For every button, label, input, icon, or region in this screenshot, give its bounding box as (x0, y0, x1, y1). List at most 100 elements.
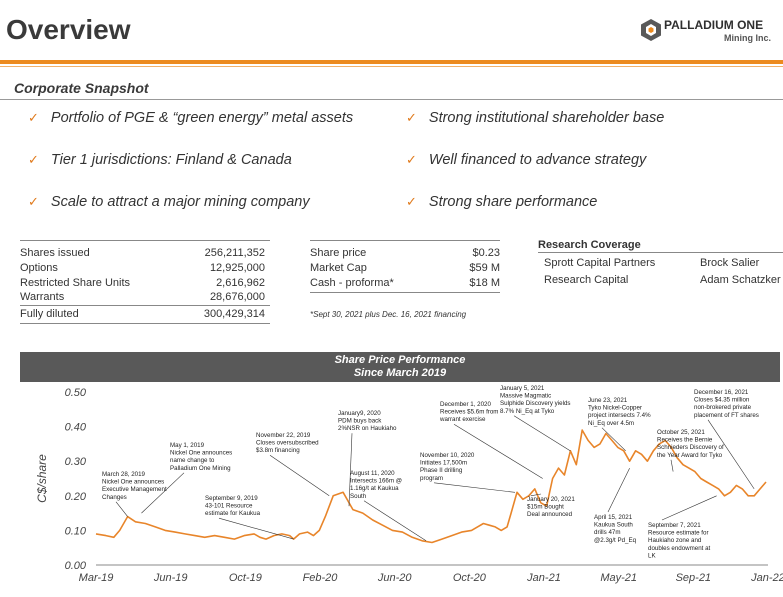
annotation-arrow (433, 482, 516, 493)
chart-annotation: October 25, 2021 Receives the Bernie Schni… (657, 429, 724, 459)
share-label: Shares issued (20, 247, 90, 259)
y-tick-label: 0.10 (65, 525, 87, 537)
annotation-arrow (530, 493, 542, 497)
section-divider (0, 99, 783, 100)
share-price-line (95, 429, 767, 544)
research-analyst: Adam Schatzker (700, 274, 781, 286)
y-tick-label: 0.50 (65, 387, 87, 399)
hexagon-logo-icon (641, 19, 661, 41)
annotation-arrow (269, 454, 330, 497)
check-icon: ✓ (406, 152, 417, 167)
bullet-left-3: ✓ Scale to attract a major mining company (28, 194, 310, 210)
check-icon: ✓ (406, 194, 417, 209)
share-value: 2,616,962 (216, 277, 265, 289)
annotation-arrow (141, 472, 185, 514)
x-tick-label: Oct-20 (453, 572, 487, 584)
y-tick-label: 0.20 (65, 491, 87, 503)
chart-annotation: May 1, 2019 Nickel One announces name chan… (170, 442, 232, 472)
x-tick-label: Jun-20 (377, 572, 413, 584)
share-label: Warrants (20, 291, 65, 303)
chart-title-main: Share Price Performance (334, 354, 466, 366)
table-rule (20, 240, 270, 241)
chart-annotation: August 11, 2020 Intersects 166m @1.16g/t … (350, 470, 402, 500)
x-tick-label: Sep-21 (676, 572, 711, 584)
market-label: Share price (310, 247, 367, 259)
annotation-arrow (513, 415, 571, 452)
fully-diluted-value: 300,429,314 (203, 308, 265, 320)
research-firm: Sprott Capital Partners (544, 257, 656, 269)
research-firm: Research Capital (544, 274, 629, 286)
chart-annotation: November 10, 2020 Initiates 17,500m Phase … (420, 452, 475, 482)
bullet-left-1: ✓ Portfolio of PGE & “green energy” metal… (28, 110, 354, 126)
chart-annotation: December 1, 2020 Receives $5.6m from warra… (439, 401, 498, 423)
research-analyst: Brock Salier (700, 257, 760, 269)
check-icon: ✓ (28, 194, 39, 209)
x-tick-label: Oct-19 (229, 572, 262, 584)
y-tick-label: 0.00 (65, 560, 87, 572)
chart-title-band (20, 352, 780, 382)
y-tick-label: 0.40 (65, 422, 87, 434)
annotation-arrow (453, 423, 543, 479)
share-price-chart: 0.00 0.10 0.20 0.30 0.40 0.50 Mar-19 Jun-19 Oct-… (35, 385, 783, 584)
chart-annotation: March 28, 2019 Nickel One announces Execut… (102, 471, 167, 501)
share-label: Restricted Share Units (20, 277, 131, 289)
market-value: $59 M (469, 262, 500, 274)
header-rule-thin (0, 66, 783, 67)
bullet-right-3: ✓ Strong share performance (406, 194, 598, 210)
annotation-arrow (348, 433, 353, 507)
market-value: $18 M (469, 277, 500, 289)
annotation-arrow (115, 501, 128, 517)
table-rule (20, 305, 270, 306)
chart-annotation: January9, 2020 PDM buys back 2%NSR on Hauk… (338, 410, 397, 432)
header-rule (0, 60, 783, 64)
chart-annotation: April 15, 2021 Kaukua South drills 47m @2.3… (594, 514, 637, 544)
chart-annotation: December 16, 2021 Closes $4.35 million non… (694, 389, 759, 419)
table-rule (310, 240, 500, 241)
y-tick-label: 0.30 (65, 456, 87, 468)
bullet-right-1: ✓ Strong institutional shareholder base (406, 110, 665, 126)
chart-annotation: September 7, 2021 Resource estimate for Ha… (648, 522, 711, 559)
annotation-arrow (363, 500, 427, 542)
logo-name: PALLADIUM ONE (664, 18, 764, 32)
check-icon: ✓ (406, 110, 417, 125)
table-rule (310, 292, 500, 293)
y-axis-label: C$/share (35, 454, 49, 503)
section-title: Corporate Snapshot (14, 80, 149, 96)
market-label: Market Cap (310, 262, 367, 274)
annotation-arrow (607, 467, 630, 513)
chart-annotation: January 20, 2021 $15m Bought Deal announce… (527, 496, 575, 518)
annotation-arrow (670, 459, 674, 472)
chart-annotation: November 22, 2019 Closes oversubscribed $3… (256, 432, 319, 454)
share-value: 12,925,000 (209, 262, 265, 274)
chart-title: Share Price Performance Since March 2019 (20, 354, 780, 380)
page-title: Overview (6, 14, 131, 45)
market-value: $0.23 (472, 247, 500, 259)
share-value: 28,676,000 (209, 291, 265, 303)
company-logo: PALLADIUM ONE Mining Inc. (640, 14, 775, 48)
chart-annotation: January 5, 2021 Massive Magmatic Sulphide … (500, 385, 571, 415)
research-coverage-title: Research Coverage (538, 239, 641, 251)
annotation-arrow (661, 495, 717, 521)
x-tick-label: Jan-22 (750, 572, 783, 584)
bullet-right-2: ✓ Well financed to advance strategy (406, 152, 647, 168)
chart-subtitle: Since March 2019 (353, 367, 447, 379)
bullet-left-2: ✓ Tier 1 jurisdictions: Finland & Canada (28, 152, 292, 168)
check-icon: ✓ (28, 152, 39, 167)
x-tick-label: Mar-19 (79, 572, 114, 584)
chart-annotation: June 23, 2021 Tyko Nickel-Copper project i… (588, 397, 651, 427)
check-icon: ✓ (28, 110, 39, 125)
research-rule (538, 252, 783, 253)
logo-subname: Mining Inc. (724, 33, 771, 43)
annotation-arrow (218, 517, 294, 540)
annotation-arrow (601, 427, 626, 452)
chart-annotation: September 9, 2019 43-101 Resource estimate… (205, 495, 261, 517)
share-value: 256,211,352 (204, 247, 265, 259)
share-label: Options (20, 262, 58, 274)
market-footnote: *Sept 30, 2021 plus Dec. 16, 2021 financ… (310, 310, 467, 319)
x-tick-label: Feb-20 (303, 572, 339, 584)
x-tick-label: May-21 (600, 572, 637, 584)
fully-diluted-label: Fully diluted (20, 308, 79, 320)
x-tick-label: Jan-21 (526, 572, 561, 584)
x-tick-label: Jun-19 (153, 572, 188, 584)
market-label: Cash - proforma* (310, 277, 394, 289)
